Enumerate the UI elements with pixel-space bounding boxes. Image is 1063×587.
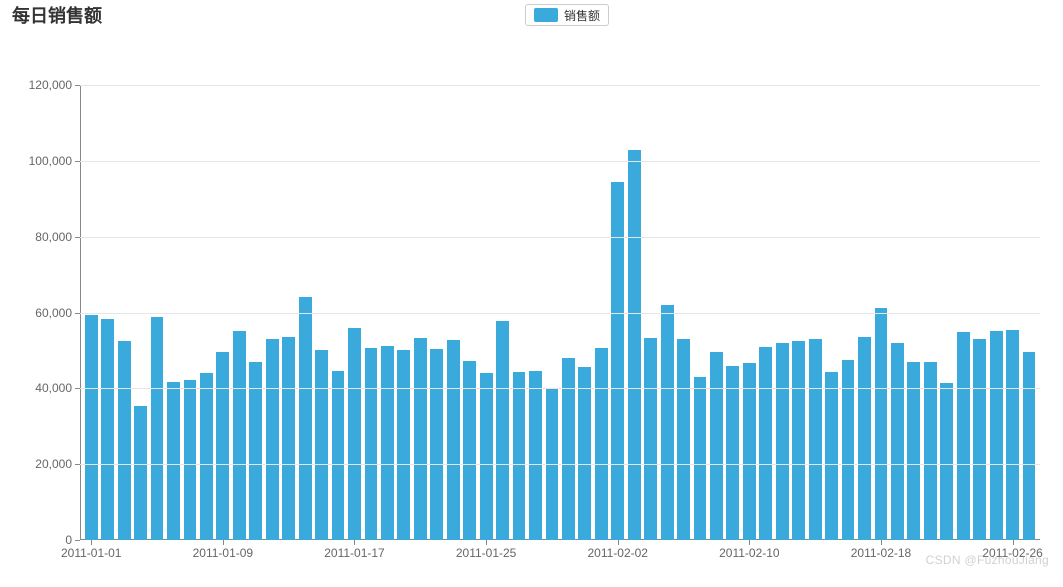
plot-area: 2011-01-012011-01-092011-01-172011-01-25… [80, 85, 1040, 540]
legend-label: 销售额 [564, 7, 600, 24]
bar[interactable] [990, 331, 1003, 540]
bar[interactable] [118, 341, 131, 540]
bar[interactable] [858, 337, 871, 540]
bar[interactable] [726, 366, 739, 540]
bar[interactable] [595, 348, 608, 540]
bar[interactable] [315, 350, 328, 540]
y-tick-label: 120,000 [29, 78, 80, 92]
bar[interactable] [200, 373, 213, 540]
bar[interactable] [973, 339, 986, 540]
bar[interactable] [694, 377, 707, 540]
bar[interactable] [776, 343, 789, 540]
x-tick-label: 2011-01-17 [324, 540, 385, 560]
grid-line [80, 313, 1040, 314]
bar[interactable] [825, 372, 838, 540]
bar[interactable] [480, 373, 493, 540]
bar[interactable] [1006, 330, 1019, 540]
bar[interactable] [710, 352, 723, 540]
grid-line [80, 161, 1040, 162]
bar[interactable] [447, 340, 460, 540]
bar[interactable] [299, 297, 312, 540]
bar[interactable] [628, 150, 641, 540]
bar[interactable] [891, 343, 904, 540]
bar[interactable] [282, 337, 295, 540]
bar[interactable] [743, 363, 756, 540]
bar[interactable] [397, 350, 410, 540]
grid-line [80, 464, 1040, 465]
bar[interactable] [365, 348, 378, 540]
x-tick-label: 2011-02-18 [851, 540, 912, 560]
legend[interactable]: 销售额 [525, 4, 609, 26]
bar[interactable] [348, 328, 361, 540]
bar[interactable] [381, 346, 394, 541]
bar[interactable] [529, 371, 542, 540]
x-tick-label: 2011-02-02 [587, 540, 648, 560]
bar[interactable] [875, 308, 888, 540]
x-tick-label: 2011-01-09 [193, 540, 254, 560]
chart-title: 每日销售额 [12, 2, 102, 28]
bar[interactable] [151, 317, 164, 540]
bar[interactable] [677, 339, 690, 540]
bar[interactable] [759, 347, 772, 540]
bar[interactable] [414, 338, 427, 540]
grid-line [80, 85, 1040, 86]
bar[interactable] [85, 315, 98, 540]
legend-swatch-icon [534, 8, 558, 22]
bar[interactable] [233, 331, 246, 540]
bar[interactable] [578, 367, 591, 540]
grid-line [80, 388, 1040, 389]
bar[interactable] [216, 352, 229, 540]
bar[interactable] [430, 349, 443, 540]
bar[interactable] [134, 406, 147, 540]
y-tick-label: 60,000 [35, 306, 80, 320]
bar[interactable] [266, 339, 279, 540]
bar[interactable] [496, 321, 509, 540]
bar[interactable] [940, 383, 953, 540]
x-tick-label: 2011-02-26 [982, 540, 1043, 560]
y-tick-label: 40,000 [35, 381, 80, 395]
y-tick-label: 20,000 [35, 457, 80, 471]
bar[interactable] [644, 338, 657, 540]
y-tick-label: 0 [65, 533, 80, 547]
bar[interactable] [167, 382, 180, 540]
bar[interactable] [792, 341, 805, 540]
y-tick-label: 80,000 [35, 230, 80, 244]
bar[interactable] [1023, 352, 1036, 540]
y-tick-label: 100,000 [29, 154, 80, 168]
x-tick-label: 2011-01-25 [456, 540, 517, 560]
bar[interactable] [184, 380, 197, 540]
bar[interactable] [842, 360, 855, 540]
bar[interactable] [332, 371, 345, 540]
bar[interactable] [101, 319, 114, 540]
bar[interactable] [562, 358, 575, 540]
bar[interactable] [513, 372, 526, 540]
bar[interactable] [957, 332, 970, 540]
bar[interactable] [611, 182, 624, 540]
bar[interactable] [809, 339, 822, 540]
bar[interactable] [661, 305, 674, 540]
grid-line [80, 237, 1040, 238]
x-tick-label: 2011-02-10 [719, 540, 780, 560]
